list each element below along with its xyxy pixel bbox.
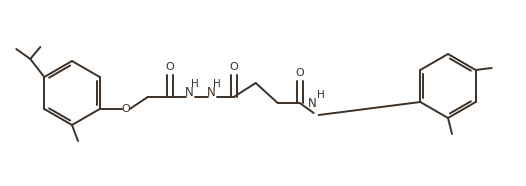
Text: H: H xyxy=(213,79,220,89)
Text: O: O xyxy=(295,68,304,78)
Text: N: N xyxy=(308,97,317,110)
Text: O: O xyxy=(229,62,238,72)
Text: H: H xyxy=(191,79,199,89)
Text: O: O xyxy=(165,62,174,72)
Text: N: N xyxy=(207,86,216,99)
Text: O: O xyxy=(122,104,130,114)
Text: N: N xyxy=(185,86,194,99)
Text: H: H xyxy=(317,90,325,100)
